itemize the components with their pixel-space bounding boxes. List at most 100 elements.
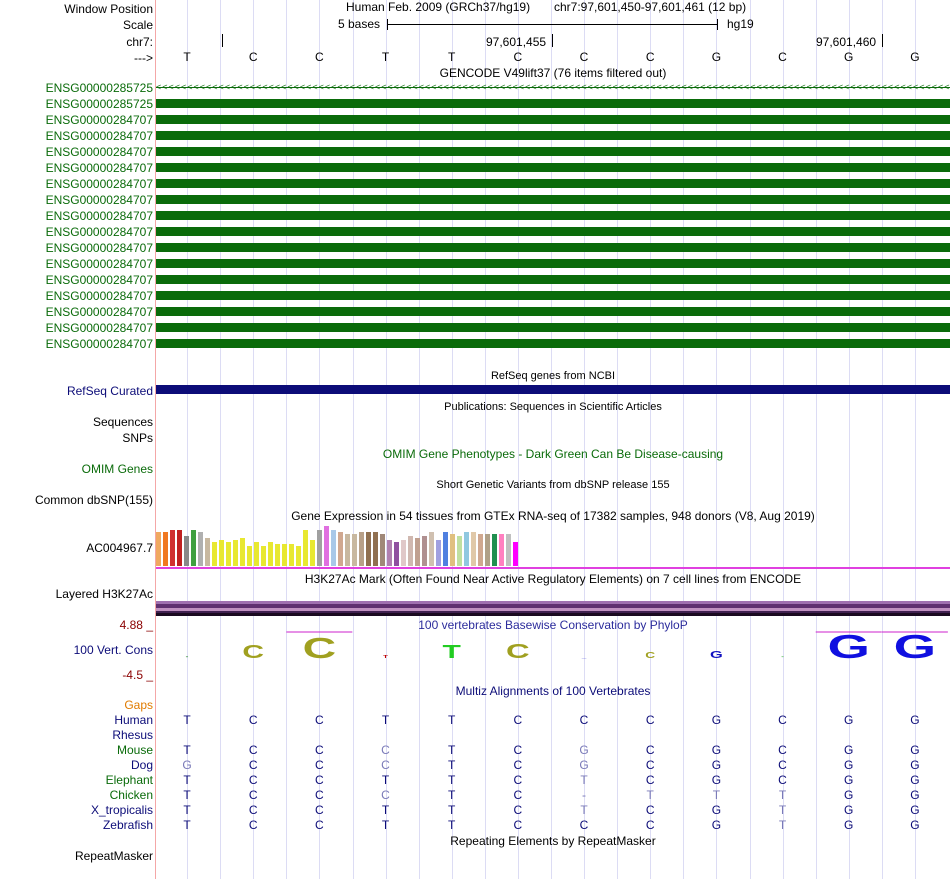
dbsnp-track-label[interactable]: Common dbSNP(155) <box>34 493 153 507</box>
species-label[interactable]: Dog <box>130 758 153 772</box>
gencode-intron-line[interactable]: <<<<<<<<<<<<<<<<<<<<<<<<<<<<<<<<<<<<<<<<… <box>156 83 950 92</box>
snps-track-label[interactable]: SNPs <box>122 431 153 445</box>
omim-track-label[interactable]: OMIM Genes <box>81 462 153 476</box>
gencode-gene-label[interactable]: ENSG00000284707 <box>45 129 153 143</box>
species-label[interactable]: Elephant <box>105 773 153 787</box>
gencode-gene-label[interactable]: ENSG00000284707 <box>45 241 153 255</box>
gencode-gene-label[interactable]: ENSG00000284707 <box>45 209 153 223</box>
gtex-tissue-bar[interactable] <box>429 532 434 566</box>
gencode-gene-label[interactable]: ENSG00000284707 <box>45 321 153 335</box>
gtex-tissue-bar[interactable] <box>352 534 357 566</box>
gtex-tissue-bar[interactable] <box>478 534 483 566</box>
gtex-tissue-bar[interactable] <box>499 534 504 566</box>
phylop-logo[interactable]: - C C T T C _ C G - G G <box>156 628 950 660</box>
gtex-tissue-bar[interactable] <box>191 530 196 566</box>
gtex-tissue-bar[interactable] <box>366 532 371 566</box>
gtex-tissue-bar[interactable] <box>317 530 322 566</box>
gtex-tissue-bar[interactable] <box>373 532 378 566</box>
gtex-tissue-bar[interactable] <box>394 542 399 566</box>
gtex-tissue-bar[interactable] <box>275 544 280 566</box>
gencode-gene-bar[interactable] <box>156 163 950 172</box>
gtex-tissue-bar[interactable] <box>205 538 210 566</box>
gtex-tissue-bar[interactable] <box>345 534 350 566</box>
gtex-tissue-bar[interactable] <box>415 538 420 566</box>
gtex-tissue-bar[interactable] <box>338 532 343 566</box>
gtex-tissue-bar[interactable] <box>254 542 259 566</box>
gtex-tissue-bar[interactable] <box>163 532 168 566</box>
gtex-tissue-bar[interactable] <box>443 532 448 566</box>
gencode-gene-label[interactable]: ENSG00000285725 <box>45 97 153 111</box>
gencode-gene-bar[interactable] <box>156 323 950 332</box>
h3k27ac-track-label[interactable]: Layered H3K27Ac <box>55 587 153 601</box>
gtex-tissue-bar[interactable] <box>261 546 266 566</box>
species-label[interactable]: Rhesus <box>112 728 153 742</box>
gtex-tissue-bar[interactable] <box>240 538 245 566</box>
gtex-tissue-bar[interactable] <box>471 532 476 566</box>
repeatmasker-track-label[interactable]: RepeatMasker <box>74 849 153 863</box>
gencode-gene-label[interactable]: ENSG00000284707 <box>45 257 153 271</box>
gtex-gene-label[interactable]: AC004967.7 <box>86 541 153 555</box>
gencode-gene-label[interactable]: ENSG00000284707 <box>45 337 153 351</box>
gencode-gene-label[interactable]: ENSG00000284707 <box>45 193 153 207</box>
gtex-tissue-bar[interactable] <box>485 534 490 566</box>
gencode-gene-label[interactable]: ENSG00000284707 <box>45 145 153 159</box>
gtex-tissue-bar[interactable] <box>184 536 189 566</box>
gtex-tissue-bar[interactable] <box>198 532 203 566</box>
gtex-expression-chart[interactable] <box>156 524 950 566</box>
gencode-gene-label[interactable]: ENSG00000284707 <box>45 273 153 287</box>
gtex-tissue-bar[interactable] <box>422 536 427 566</box>
gtex-tissue-bar[interactable] <box>492 534 497 566</box>
gtex-tissue-bar[interactable] <box>268 542 273 566</box>
gencode-gene-label[interactable]: ENSG00000284707 <box>45 225 153 239</box>
gencode-gene-bar[interactable] <box>156 339 950 348</box>
gtex-tissue-bar[interactable] <box>296 546 301 566</box>
gtex-tissue-bar[interactable] <box>170 530 175 566</box>
gencode-gene-bar[interactable] <box>156 243 950 252</box>
gencode-gene-bar[interactable] <box>156 179 950 188</box>
gtex-tissue-bar[interactable] <box>331 530 336 566</box>
gtex-tissue-bar[interactable] <box>247 546 252 566</box>
gtex-tissue-bar[interactable] <box>226 542 231 566</box>
gtex-tissue-bar[interactable] <box>408 536 413 566</box>
gencode-gene-bar[interactable] <box>156 227 950 236</box>
gtex-tissue-bar[interactable] <box>219 540 224 566</box>
gtex-tissue-bar[interactable] <box>380 534 385 566</box>
gencode-gene-bar[interactable] <box>156 195 950 204</box>
gtex-tissue-bar[interactable] <box>233 540 238 566</box>
gencode-gene-bar[interactable] <box>156 211 950 220</box>
gtex-tissue-bar[interactable] <box>324 526 329 566</box>
gtex-tissue-bar[interactable] <box>506 534 511 566</box>
species-label[interactable]: Mouse <box>116 743 153 757</box>
gencode-gene-bar[interactable] <box>156 115 950 124</box>
gencode-gene-label[interactable]: ENSG00000284707 <box>45 305 153 319</box>
gencode-gene-bar[interactable] <box>156 275 950 284</box>
track-data-panel[interactable]: Human Feb. 2009 (GRCh37/hg19) chr7:97,60… <box>156 0 950 879</box>
gencode-gene-bar[interactable] <box>156 147 950 156</box>
species-label[interactable]: Chicken <box>109 788 153 802</box>
species-label[interactable]: X_tropicalis <box>90 803 153 817</box>
gencode-gene-label[interactable]: ENSG00000284707 <box>45 177 153 191</box>
species-label[interactable]: Zebrafish <box>102 818 153 832</box>
gtex-tissue-bar[interactable] <box>359 532 364 566</box>
gtex-tissue-bar[interactable] <box>464 532 469 566</box>
gencode-gene-bar[interactable] <box>156 99 950 108</box>
gtex-tissue-bar[interactable] <box>177 530 182 566</box>
gtex-tissue-bar[interactable] <box>513 542 518 566</box>
h3k27ac-signal[interactable] <box>156 601 950 616</box>
gencode-gene-label[interactable]: ENSG00000284707 <box>45 113 153 127</box>
gtex-tissue-bar[interactable] <box>282 544 287 566</box>
gencode-gene-label[interactable]: ENSG00000284707 <box>45 161 153 175</box>
gtex-tissue-bar[interactable] <box>450 534 455 566</box>
gencode-gene-label[interactable]: ENSG00000285725 <box>45 81 153 95</box>
gencode-gene-bar[interactable] <box>156 259 950 268</box>
species-label[interactable]: Human <box>114 713 153 727</box>
gencode-gene-bar[interactable] <box>156 291 950 300</box>
gencode-gene-label[interactable]: ENSG00000284707 <box>45 289 153 303</box>
gencode-gene-bar[interactable] <box>156 307 950 316</box>
gtex-tissue-bar[interactable] <box>156 532 161 566</box>
cons-track-label[interactable]: 100 Vert. Cons <box>73 643 153 657</box>
gtex-tissue-bar[interactable] <box>289 544 294 566</box>
gtex-tissue-bar[interactable] <box>387 540 392 566</box>
gtex-tissue-bar[interactable] <box>436 540 441 566</box>
gtex-tissue-bar[interactable] <box>310 540 315 566</box>
